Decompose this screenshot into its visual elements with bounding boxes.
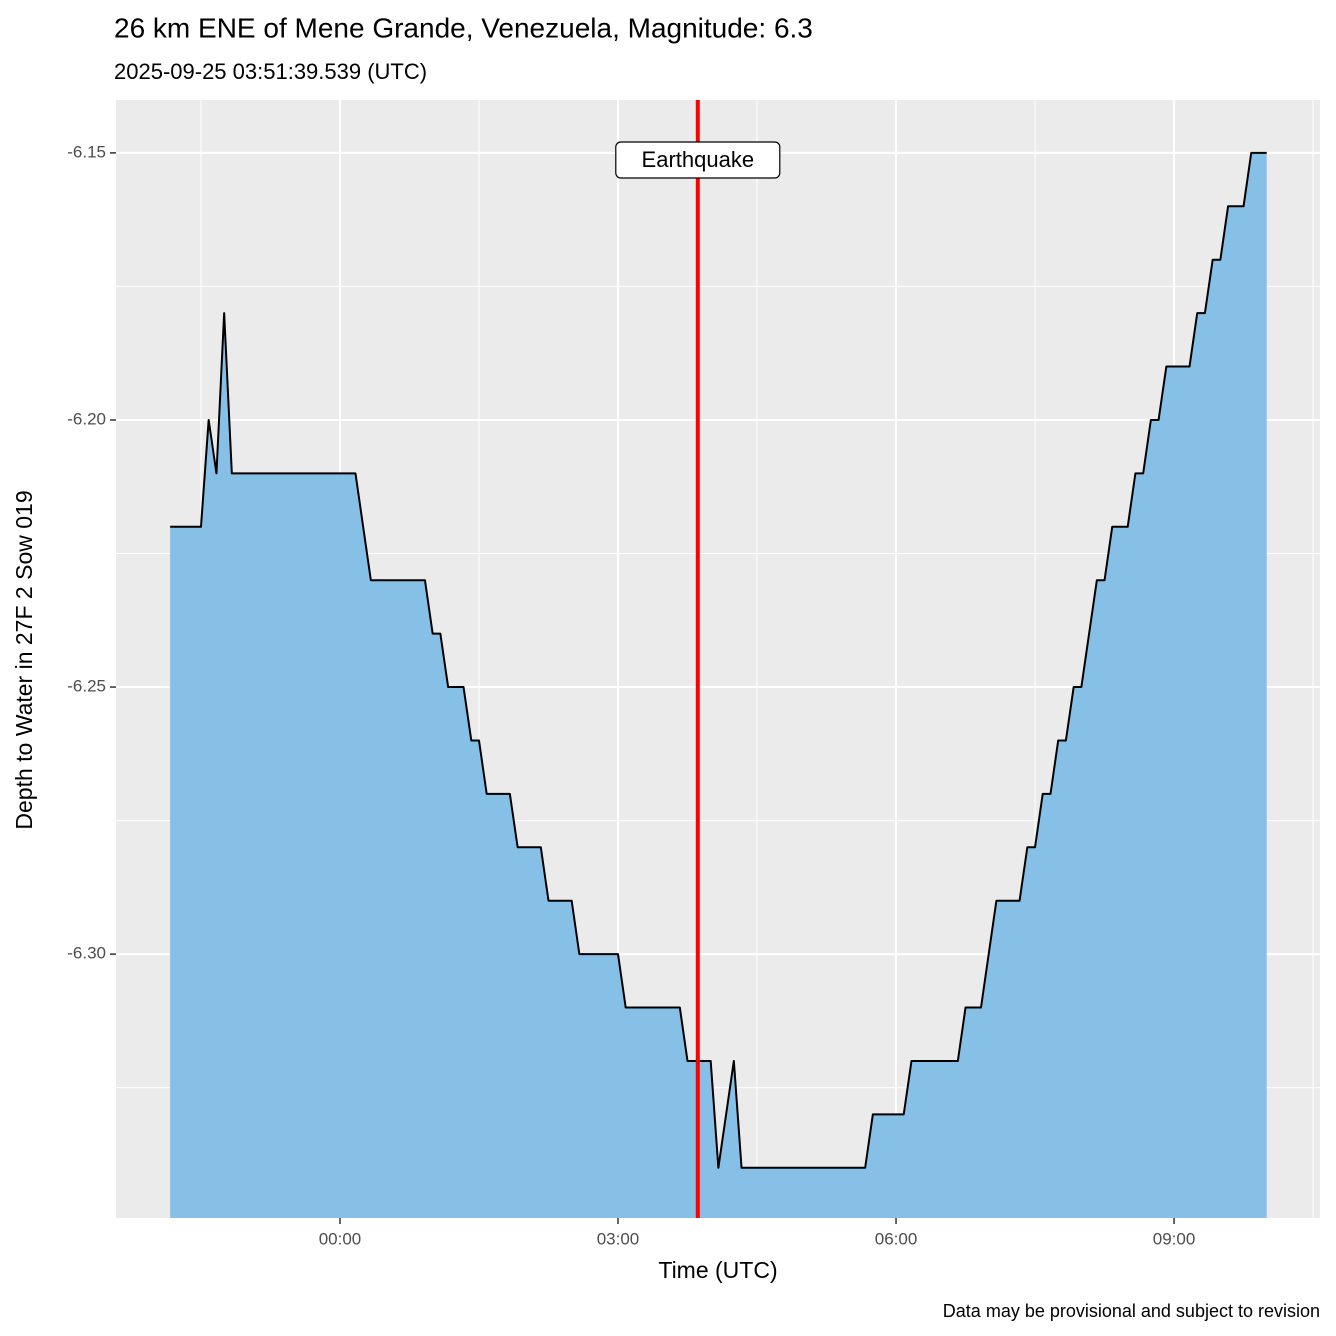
chart-subtitle: 2025-09-25 03:51:39.539 (UTC): [114, 59, 427, 84]
x-axis-label: Time (UTC): [658, 1257, 777, 1283]
y-tick-label: -6.15: [67, 142, 106, 161]
y-tick-label: -6.30: [67, 944, 106, 963]
x-tick-label: 00:00: [319, 1229, 362, 1248]
event-label-box: [615, 141, 781, 179]
x-tick-label: 06:00: [875, 1229, 918, 1248]
y-tick-label: -6.20: [67, 409, 106, 428]
event-label: Earthquake: [642, 147, 755, 172]
area: [170, 152, 1267, 1219]
chart-title: 26 km ENE of Mene Grande, Venezuela, Mag…: [114, 12, 813, 43]
y-axis-label: Depth to Water in 27F 2 Sow 019: [11, 490, 37, 829]
caption: Data may be provisional and subject to r…: [943, 1301, 1320, 1321]
x-tick-label: 03:00: [597, 1229, 640, 1248]
x-tick-label: 09:00: [1153, 1229, 1196, 1248]
plot: [116, 100, 1320, 1219]
line: [170, 151, 1267, 1169]
y-tick-label: -6.25: [67, 677, 106, 696]
